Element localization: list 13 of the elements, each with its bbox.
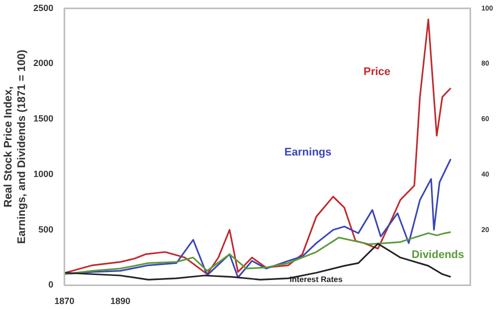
y-tick-label: 0 <box>48 280 54 290</box>
text: Price <box>364 66 390 78</box>
y-tick-label: 2500 <box>33 2 54 13</box>
series-label: Interest Rates <box>290 274 344 284</box>
x-tick-label: 1890 <box>110 296 130 306</box>
x-tick-label: 1870 <box>54 296 74 306</box>
y-tick-label: 500 <box>38 224 54 234</box>
y-tick-label: 2000 <box>33 58 54 68</box>
y-tick-label: 1000 <box>33 168 54 179</box>
text: Earnings <box>284 146 332 158</box>
series-label: Dividends <box>412 248 464 261</box>
y-tick-label: 1500 <box>33 114 54 124</box>
y-axis-title: Real Stock Price Index, Earnings, and Dividends (1871 = 100) <box>2 49 28 244</box>
